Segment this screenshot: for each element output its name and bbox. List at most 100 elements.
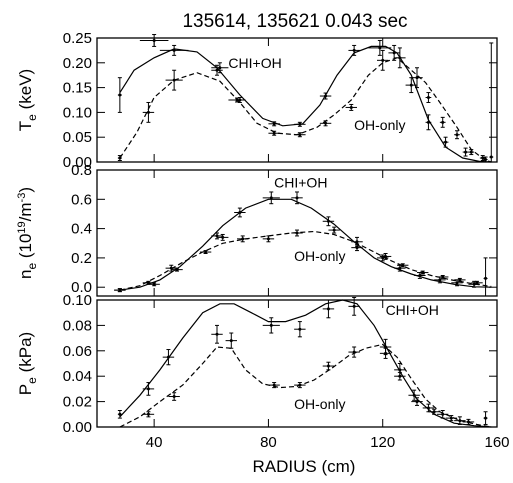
data-point-solid <box>291 191 303 205</box>
data-point-solid <box>483 257 488 297</box>
point-marker <box>432 410 436 414</box>
point-marker <box>172 78 176 82</box>
point-marker <box>295 231 299 235</box>
data-point-dashed <box>234 97 246 103</box>
data-point-dashed <box>425 92 432 103</box>
point-marker <box>326 219 330 223</box>
y-tick-label: 0.0 <box>71 279 92 296</box>
data-point-dashed <box>417 270 429 275</box>
point-marker <box>352 48 356 52</box>
point-marker <box>298 122 302 126</box>
y-axis-label-part: -3 <box>16 193 28 203</box>
point-marker <box>324 94 328 98</box>
point-marker <box>381 58 385 62</box>
data-point-dashed <box>142 101 155 123</box>
point-marker <box>378 46 382 50</box>
y-axis-label-part: ) <box>16 187 35 193</box>
annotation-oh-only: OH-only <box>294 248 345 264</box>
data-point-solid <box>319 92 332 100</box>
y-tick-label: 0.2 <box>71 250 92 267</box>
annotation-chi-oh: CHI+OH <box>386 302 439 318</box>
point-marker <box>458 419 462 423</box>
y-tick-label: 0.25 <box>63 30 92 47</box>
data-point-solid <box>483 411 488 425</box>
y-axis-label-part: (keV) <box>16 69 35 114</box>
point-marker <box>401 263 405 267</box>
point-marker <box>204 250 208 254</box>
data-point-dashed <box>468 149 475 156</box>
point-marker <box>215 68 219 72</box>
point-marker <box>469 150 473 154</box>
chart-title: 135614, 135621 0.043 sec <box>182 11 407 32</box>
point-marker <box>441 275 445 279</box>
data-point-dashed <box>439 116 446 128</box>
point-marker <box>455 133 459 137</box>
point-marker <box>398 56 402 60</box>
point-marker <box>269 323 273 327</box>
point-marker <box>352 350 356 354</box>
y-axis-label-part: (10 <box>16 234 35 263</box>
point-marker <box>146 110 150 114</box>
point-marker <box>426 406 430 410</box>
data-point-solid <box>489 42 494 163</box>
data-point-dashed <box>351 244 363 252</box>
y-tick-label: 0.04 <box>63 368 92 385</box>
data-point-dashed <box>377 49 389 71</box>
data-point-solid <box>262 191 280 205</box>
point-marker <box>464 150 468 154</box>
point-marker <box>484 416 488 420</box>
point-marker <box>426 120 430 124</box>
data-point-dashed <box>462 418 475 425</box>
data-point-dashed <box>117 155 122 162</box>
y-tick-label: 0.08 <box>63 317 92 334</box>
y-tick-label: 0.02 <box>63 394 92 411</box>
panel-frame <box>96 299 498 428</box>
data-point-solid <box>211 232 223 240</box>
point-marker <box>489 155 493 159</box>
data-point-dashed <box>394 47 406 69</box>
point-marker <box>298 327 302 331</box>
data-point-dashed <box>168 392 180 401</box>
point-marker <box>415 400 419 404</box>
y-axis-label-ne: ne (1019/m-3) <box>16 187 39 279</box>
data-point-dashed <box>199 250 212 255</box>
data-point-solid <box>437 409 449 419</box>
point-marker <box>481 156 485 160</box>
data-point-solid <box>442 136 449 148</box>
panels: 0.00 0.05 0.10 0.15 0.20 0.25 Te (keV) CHI+OH OH… <box>16 30 510 451</box>
point-marker <box>441 120 445 124</box>
series-line-solid <box>119 198 492 291</box>
point-marker <box>415 76 419 80</box>
data-point-solid <box>462 147 469 157</box>
point-marker <box>215 234 219 238</box>
point-marker <box>146 387 150 391</box>
data-point-solid <box>405 77 417 94</box>
data-point-dashed <box>319 120 332 127</box>
point-marker <box>269 196 273 200</box>
point-marker <box>426 96 430 100</box>
y-axis-label-part: /m <box>16 202 35 221</box>
series-line-solid <box>119 299 492 428</box>
series-line-dashed <box>119 230 492 291</box>
point-marker <box>221 235 225 239</box>
data-point-solid <box>422 403 435 413</box>
data-point-solid <box>139 34 169 47</box>
data-point-solid <box>234 207 246 218</box>
point-marker <box>175 268 179 272</box>
data-point-solid <box>294 121 306 127</box>
y-axis-label-part: e <box>25 263 39 270</box>
y-axis-label-part: e <box>25 114 39 121</box>
point-marker <box>172 395 176 399</box>
data-point-dashed <box>262 235 275 243</box>
point-marker <box>384 254 388 258</box>
point-marker <box>475 281 479 285</box>
point-marker <box>409 83 413 87</box>
data-point-dashed <box>348 346 360 358</box>
y-axis-label-pe: Pe (kPa) <box>16 332 39 395</box>
point-marker <box>355 246 359 250</box>
panel-frame <box>96 37 498 163</box>
point-marker <box>421 271 425 275</box>
point-marker <box>295 196 299 200</box>
data-point-solid <box>211 62 229 74</box>
